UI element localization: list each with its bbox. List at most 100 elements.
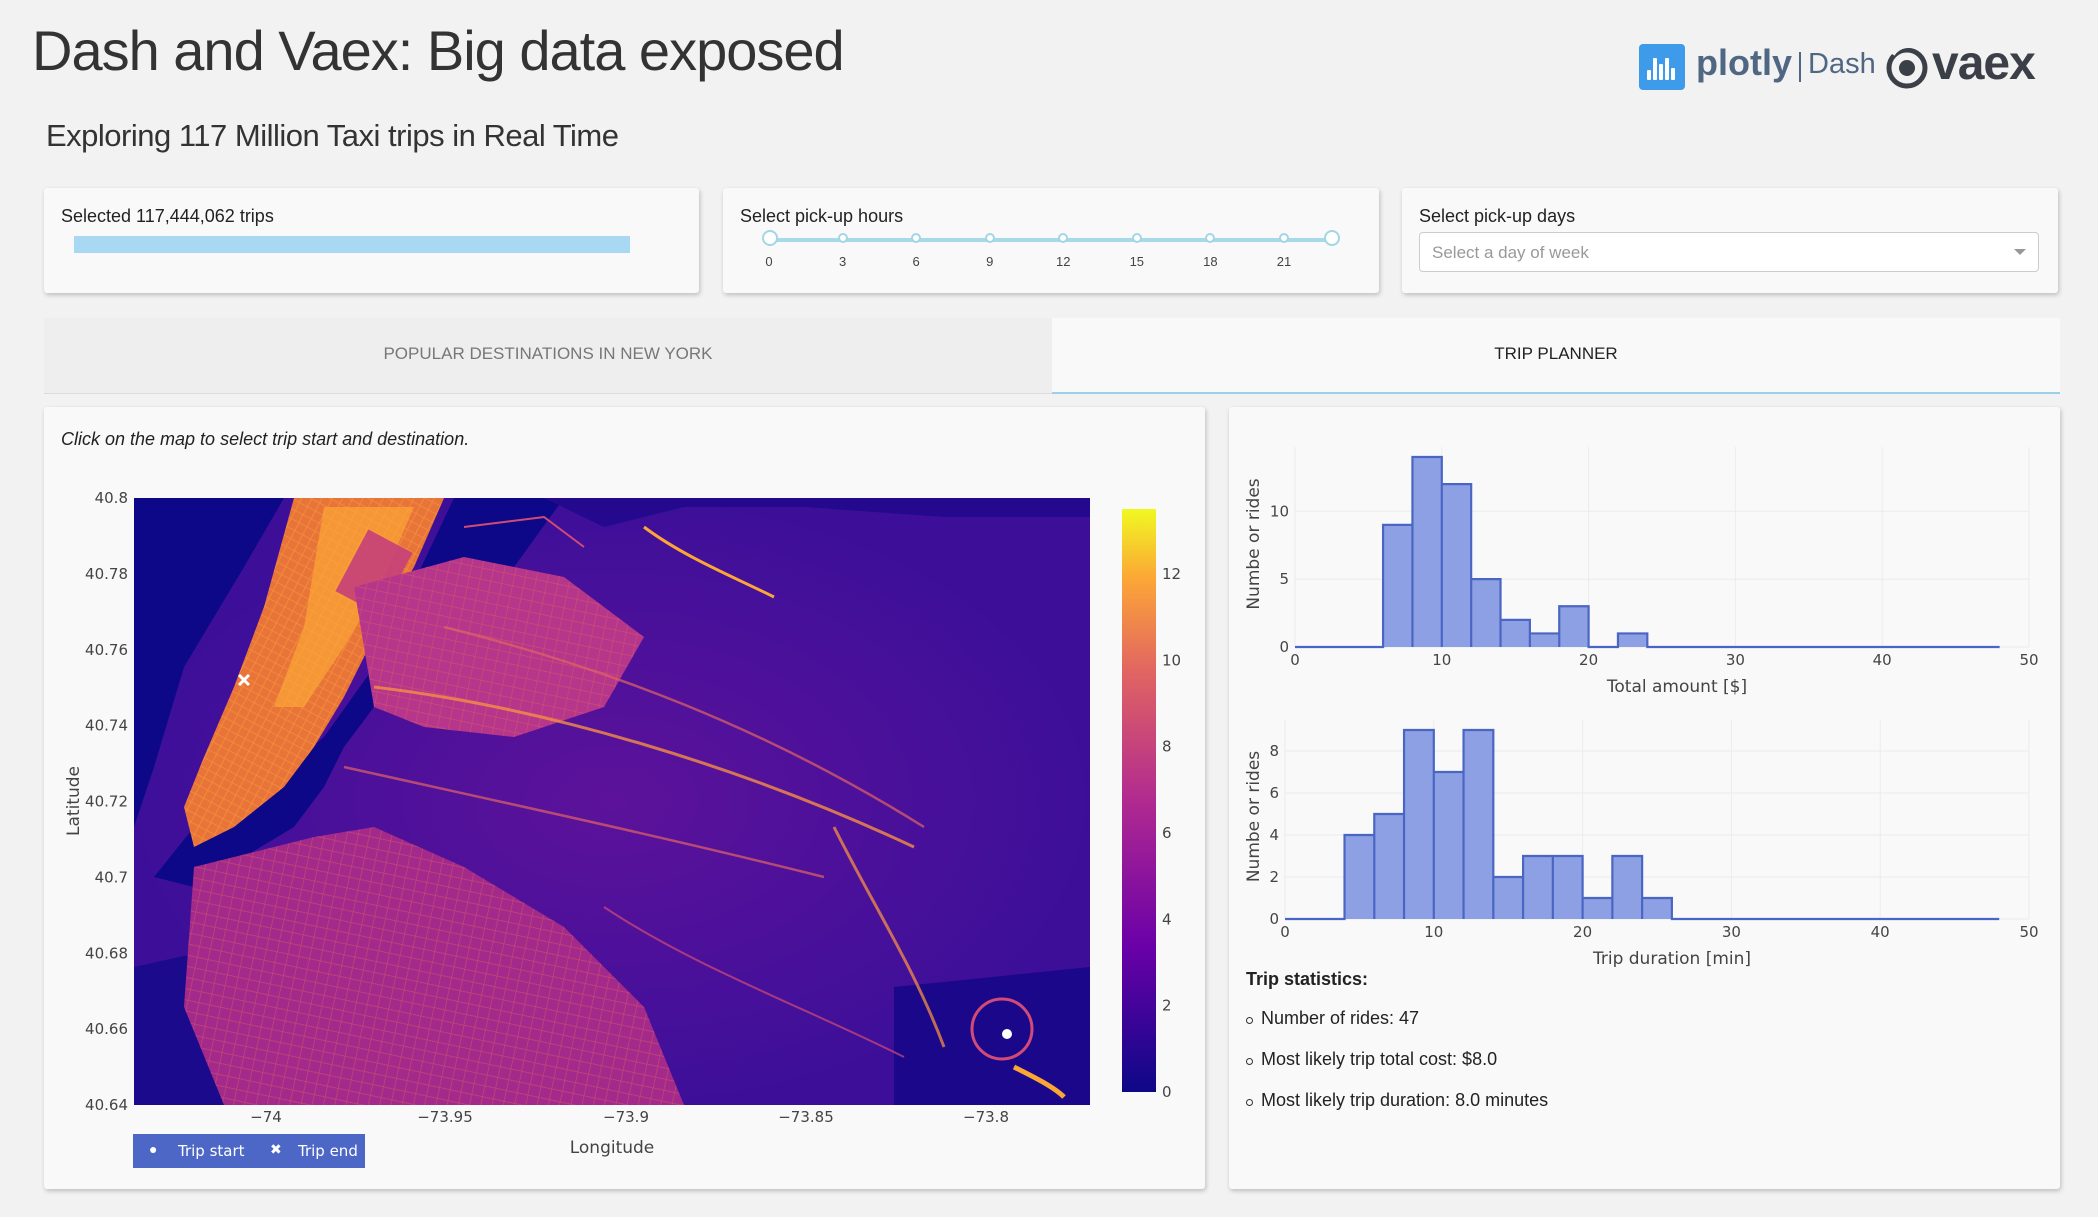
map-legend[interactable]: ● Trip start ✖ Trip end <box>133 1134 365 1168</box>
map-x-tick-label: −73.95 <box>417 1108 473 1126</box>
histogram-y-tick-label: 10 <box>1270 502 1289 520</box>
hours-tick-label: 18 <box>1203 254 1218 269</box>
map-y-tick-label: 40.64 <box>85 1096 128 1114</box>
trip-start-marker[interactable] <box>1002 1029 1012 1039</box>
logo-group: plotly Dash vaex <box>1636 37 2076 96</box>
pickup-hours-card: Select pick-up hours 0 3 6 9 12 15 18 21 <box>723 188 1379 293</box>
histogram-y-tick-label: 6 <box>1269 784 1279 802</box>
histogram-x-tick-label: 10 <box>1424 923 1443 941</box>
histogram-bar[interactable] <box>1344 835 1375 919</box>
tab-trip-planner[interactable]: TRIP PLANNER <box>1052 318 2060 394</box>
histogram-x-tick-label: 50 <box>2019 923 2038 941</box>
map-y-tick-label: 40.8 <box>95 489 128 507</box>
map-panel: Click on the map to select trip start an… <box>44 407 1205 1189</box>
map-x-tick-label: −73.85 <box>778 1108 834 1126</box>
hours-slider-dot[interactable] <box>1058 233 1069 243</box>
histogram-bar[interactable] <box>1433 772 1464 919</box>
hours-slider-dot[interactable] <box>837 233 848 243</box>
histogram-bar[interactable] <box>1374 814 1405 919</box>
hours-tick-label: 21 <box>1276 254 1292 269</box>
histogram-bar[interactable] <box>1642 898 1672 919</box>
histogram-x-tick-label: 40 <box>1873 651 1892 669</box>
map-y-ticks: 40.8 40.78 40.76 40.74 40.72 40.7 40.68 40.66 40… <box>85 489 128 1114</box>
histogram-bar[interactable] <box>1441 484 1472 647</box>
histogram-bar[interactable] <box>1552 856 1583 919</box>
stat-number-of-rides: Number of rides: 47 <box>1261 1008 1420 1028</box>
stats-title: Trip statistics: <box>1246 969 1369 989</box>
histogram-bar[interactable] <box>1617 633 1648 647</box>
histogram-trip-duration[interactable]: 0 10 20 30 40 50 0 2 4 6 8 Trip duration [min] Numbe… <box>1244 720 2039 967</box>
colorbar-tick-label: 10 <box>1162 651 1181 669</box>
histogram-y-title: Numbe or rides <box>1244 751 1264 882</box>
hours-slider-handle-start[interactable] <box>762 230 778 246</box>
map-y-tick-label: 40.76 <box>85 641 128 659</box>
pickup-days-placeholder: Select a day of week <box>1432 243 1589 262</box>
hours-slider-dot[interactable] <box>1205 233 1216 243</box>
trip-end-marker[interactable] <box>237 673 251 687</box>
hours-slider-dot[interactable] <box>1278 233 1289 243</box>
selected-trips-card: Selected 117,444,062 trips <box>44 188 699 293</box>
colorbar <box>1122 509 1156 1092</box>
vaex-logo-text: vaex <box>1932 37 2036 90</box>
histogram-x-tick-label: 20 <box>1573 923 1592 941</box>
histogram-bar[interactable] <box>1582 898 1613 919</box>
histogram-bar[interactable] <box>1493 877 1524 919</box>
heatmap-image[interactable] <box>134 498 1090 1105</box>
hours-tick-label: 9 <box>986 254 994 269</box>
map-x-title: Longitude <box>570 1138 655 1158</box>
vaex-logo-icon <box>1886 42 1928 89</box>
histogram-x-title: Trip duration [min] <box>1592 949 1751 967</box>
logo-separator <box>1799 52 1801 82</box>
histogram-y-tick-label: 0 <box>1279 638 1289 656</box>
histogram-x-tick-label: 0 <box>1290 651 1300 669</box>
colorbar-tick-label: 12 <box>1162 565 1181 583</box>
histogram-x-tick-label: 30 <box>1722 923 1741 941</box>
x-mark-icon: ✖ <box>270 1141 282 1157</box>
histogram-y-tick-label: 0 <box>1269 910 1279 928</box>
chevron-down-icon[interactable] <box>2014 249 2026 255</box>
histogram-x-tick-label: 50 <box>2019 651 2038 669</box>
histogram-bar[interactable] <box>1612 856 1643 919</box>
histogram-bar[interactable] <box>1523 856 1553 919</box>
hours-tick-label: 3 <box>838 254 847 269</box>
map-y-tick-label: 40.68 <box>85 944 128 962</box>
bullet-icon <box>1246 1058 1253 1065</box>
histogram-bar[interactable] <box>1404 730 1434 919</box>
plotly-logo-text: plotly <box>1696 42 1792 83</box>
histogram-bar[interactable] <box>1412 457 1442 647</box>
legend-trip-end[interactable]: Trip end <box>298 1142 358 1160</box>
stat-total-cost: Most likely trip total cost: $8.0 <box>1261 1049 1498 1069</box>
histogram-bar[interactable] <box>1500 619 1530 647</box>
histogram-bar[interactable] <box>1383 524 1413 647</box>
circle-icon: ● <box>149 1141 158 1157</box>
histogram-x-tick-label: 40 <box>1871 923 1890 941</box>
histogram-y-tick-label: 2 <box>1269 868 1279 886</box>
colorbar-tick-label: 4 <box>1162 910 1172 928</box>
tab-popular-destinations[interactable]: POPULAR DESTINATIONS IN NEW YORK <box>44 318 1052 394</box>
pickup-hours-label: Select pick-up hours <box>740 206 904 226</box>
histogram-x-tick-label: 30 <box>1726 651 1745 669</box>
hours-slider-handle-end[interactable] <box>1324 230 1340 246</box>
colorbar-tick-label: 0 <box>1162 1083 1172 1101</box>
histogram-bar[interactable] <box>1529 633 1560 647</box>
hours-slider-dot[interactable] <box>1131 233 1142 243</box>
page-title: Dash and Vaex: Big data exposed <box>32 19 845 82</box>
legend-trip-start[interactable]: Trip start <box>178 1142 245 1160</box>
selected-trips-label: Selected 117,444,062 trips <box>61 206 274 226</box>
hours-slider-dot[interactable] <box>911 233 922 243</box>
histogram-total-amount[interactable]: 0 10 20 30 40 50 0 5 10 Total amount [$] Numbe or … <box>1244 447 2039 697</box>
bullet-icon <box>1246 1017 1253 1024</box>
hours-tick-label: 6 <box>912 254 920 269</box>
histogram-bar[interactable] <box>1471 579 1501 647</box>
hours-slider-dot[interactable] <box>984 233 995 243</box>
histogram-y-tick-label: 8 <box>1269 742 1279 760</box>
map-x-tick-label: −74 <box>250 1108 282 1126</box>
hours-tick-label: 15 <box>1129 254 1145 269</box>
trip-planner-panel: 0 10 20 30 40 50 0 5 10 Total amount [$] Numbe or … <box>1229 407 2060 1189</box>
hours-tick-label: 12 <box>1056 254 1071 269</box>
histogram-bar[interactable] <box>1559 606 1589 647</box>
pickup-days-dropdown[interactable]: Select a day of week <box>1419 232 2039 272</box>
hours-slider-track[interactable] <box>769 238 1333 242</box>
map-x-tick-label: −73.9 <box>603 1108 649 1126</box>
histogram-bar[interactable] <box>1463 730 1494 919</box>
